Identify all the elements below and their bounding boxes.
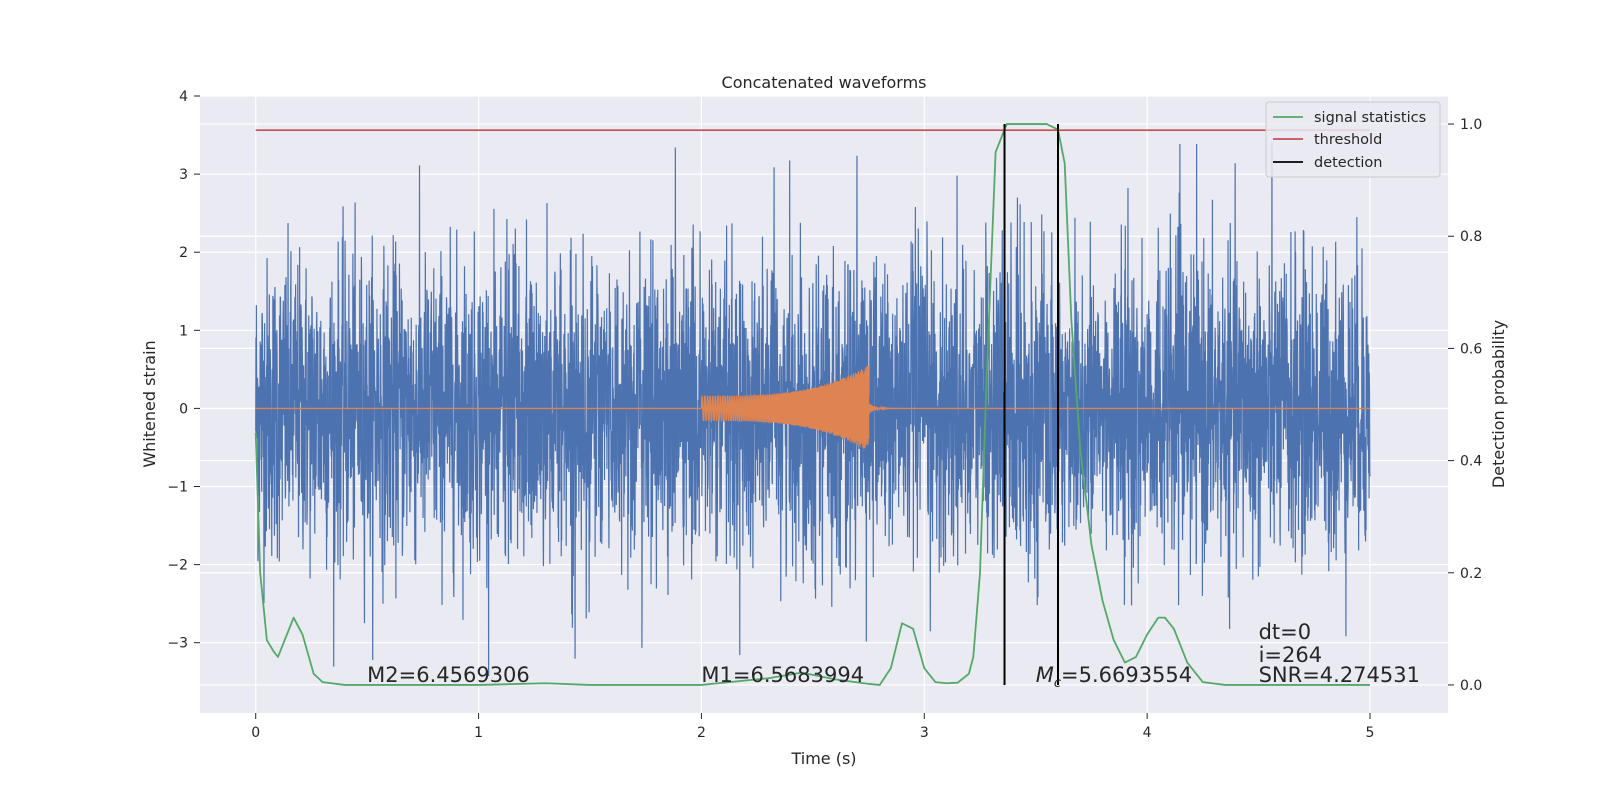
y-tick-label: 4 [179, 89, 188, 105]
x-tick-label: 3 [920, 725, 929, 741]
legend-box [1265, 101, 1441, 178]
annotation: Mc=5.6693554 [1036, 663, 1192, 691]
y-tick-label: −3 [167, 636, 188, 652]
legend: signal statistics threshold detection [1265, 101, 1441, 178]
y-axis-label: Whitened strain [140, 340, 159, 467]
signal-statistics-curve [254, 123, 1370, 686]
legend-label-threshold: threshold [1314, 132, 1382, 148]
annotation: M1=6.5683994 [701, 663, 864, 687]
y-right-tick-label: 0.0 [1460, 678, 1482, 694]
legend-label-signal-statistics: signal statistics [1314, 110, 1426, 126]
axes: 0 1 2 3 4 5 −3 −2 −1 0 1 2 3 4 0.0 0.2 0.4 0.6 0.8 1.0 [167, 89, 1482, 741]
x-tick-label: 4 [1143, 725, 1152, 741]
plot-area [254, 123, 1371, 686]
chart-title: Concatenated waveforms [722, 73, 927, 92]
y-tick-label: −1 [167, 480, 188, 496]
y-right-tick-label: 0.8 [1460, 229, 1482, 245]
annotation-subscript: c [1054, 676, 1061, 691]
y-right-tick-label: 1.0 [1460, 117, 1482, 133]
x-tick-label: 0 [251, 725, 260, 741]
annotation-symbol: M [1036, 663, 1054, 687]
annotation-value: =5.6693554 [1061, 663, 1192, 687]
y-tick-label: 3 [179, 167, 188, 183]
signal-waveform [255, 366, 1371, 449]
y-tick-label: −2 [167, 558, 188, 574]
annotation: i=264 [1259, 643, 1323, 667]
annotation: M2=6.4569306 [367, 663, 530, 687]
legend-label-detection: detection [1314, 155, 1382, 171]
annotations: M2=6.4569306 M1=6.5683994 Mc=5.6693554 dt=0… [367, 620, 1420, 691]
y-tick-label: 1 [179, 323, 188, 339]
y-axis-right-label: Detection probability [1489, 320, 1508, 488]
x-tick-label: 1 [474, 725, 483, 741]
y-right-tick-label: 0.2 [1460, 566, 1482, 582]
x-axis-label: Time (s) [790, 749, 856, 768]
x-tick-label: 5 [1366, 725, 1375, 741]
x-tick-label: 2 [697, 725, 706, 741]
y-tick-label: 2 [179, 245, 188, 261]
y-tick-label: 0 [179, 401, 188, 417]
noise-trace [255, 142, 1371, 677]
y-right-tick-label: 0.6 [1460, 341, 1482, 357]
y-right-tick-label: 0.4 [1460, 454, 1482, 470]
annotation: SNR=4.274531 [1259, 663, 1420, 687]
annotation: dt=0 [1259, 620, 1312, 644]
